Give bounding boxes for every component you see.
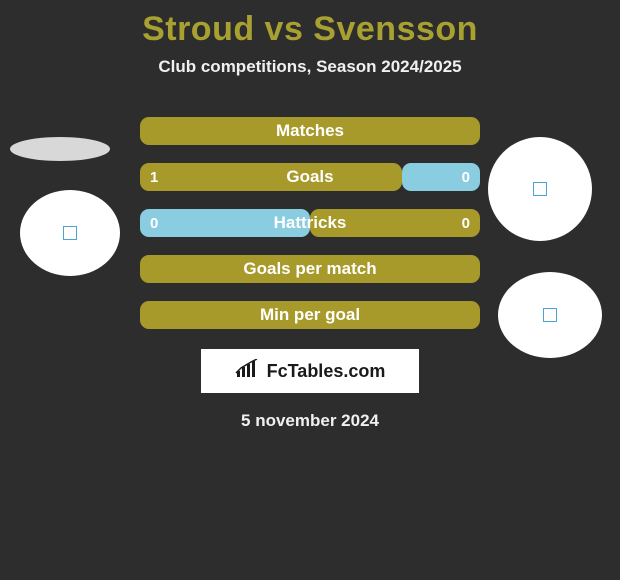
page-subtitle: Club competitions, Season 2024/2025 xyxy=(0,57,620,77)
stat-value-right: 0 xyxy=(462,169,470,186)
footer-date: 5 november 2024 xyxy=(0,411,620,431)
stat-row: Min per goal xyxy=(140,301,480,329)
stat-bar-right: 0 xyxy=(402,163,480,191)
logo-chart-icon xyxy=(235,359,261,384)
stat-row: Matches xyxy=(140,117,480,145)
comparison-content: Matches10Goals00HattricksGoals per match… xyxy=(0,117,620,431)
stat-bar-right: 0 xyxy=(310,209,480,237)
stat-row: Goals per match xyxy=(140,255,480,283)
player-right-avatar-top xyxy=(488,137,592,241)
logo-text: FcTables.com xyxy=(267,361,386,382)
left-background-ellipse xyxy=(10,137,110,161)
stat-row: 10Goals xyxy=(140,163,480,191)
stat-value-left: 0 xyxy=(150,215,158,232)
placeholder-icon xyxy=(543,308,557,322)
page-title: Stroud vs Svensson xyxy=(0,0,620,49)
stat-bar-left: 0 xyxy=(140,209,310,237)
placeholder-icon xyxy=(63,226,77,240)
stat-bar-left: 1 xyxy=(140,163,402,191)
stat-bar-left xyxy=(140,117,480,145)
stat-value-right: 0 xyxy=(462,215,470,232)
stat-bar-left xyxy=(140,301,480,329)
player-left-avatar xyxy=(20,190,120,276)
stat-bar-left xyxy=(140,255,480,283)
stat-value-left: 1 xyxy=(150,169,158,186)
stats-bars: Matches10Goals00HattricksGoals per match… xyxy=(140,117,480,329)
player-right-avatar-bottom xyxy=(498,272,602,358)
logo-box: FcTables.com xyxy=(201,349,419,393)
placeholder-icon xyxy=(533,182,547,196)
stat-row: 00Hattricks xyxy=(140,209,480,237)
